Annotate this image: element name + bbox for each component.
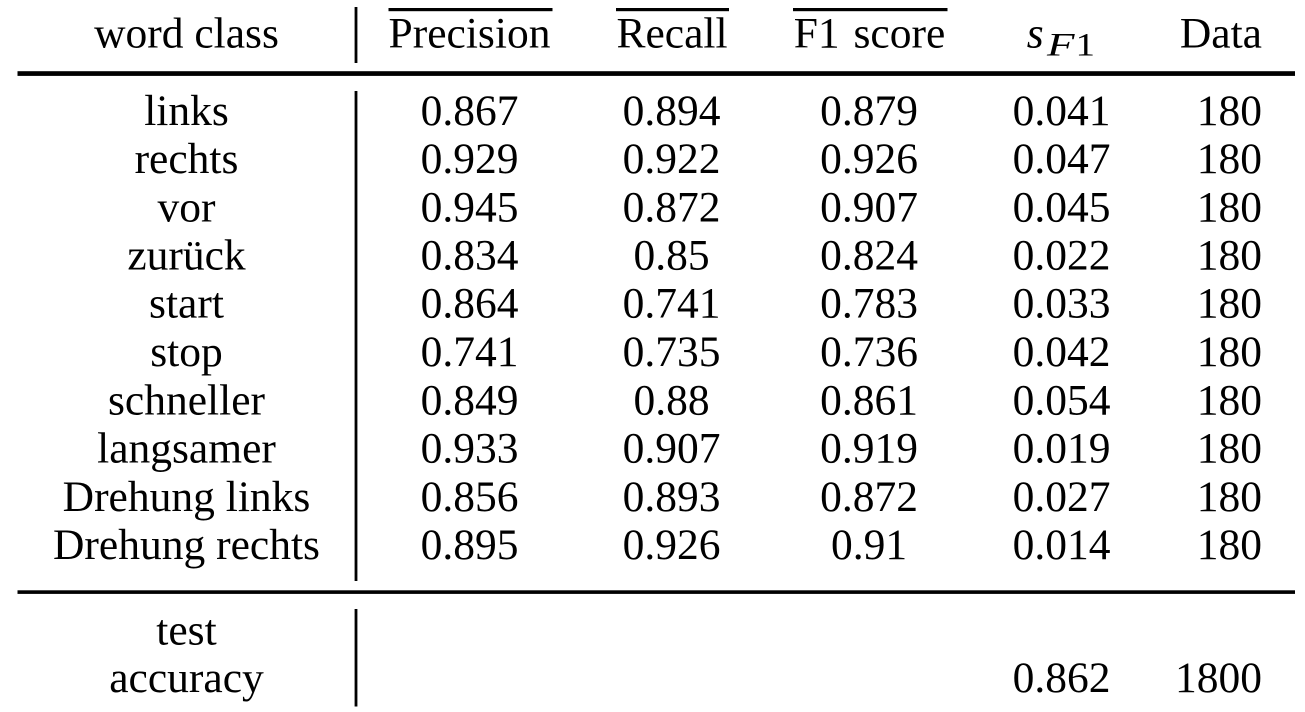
svg-text:0.919: 0.919 (820, 425, 918, 473)
svg-text:0.922: 0.922 (623, 135, 721, 183)
svg-text:180: 180 (1197, 425, 1262, 473)
svg-text:0.933: 0.933 (421, 425, 519, 473)
svg-text:0.047: 0.047 (1013, 135, 1111, 183)
svg-text:180: 180 (1197, 473, 1262, 521)
svg-text:0.783: 0.783 (820, 280, 918, 328)
svg-text:0.042: 0.042 (1013, 328, 1111, 376)
svg-text:0.027: 0.027 (1013, 473, 1111, 521)
svg-text:0.862: 0.862 (1013, 654, 1111, 702)
svg-text:0.895: 0.895 (421, 521, 519, 569)
svg-text:langsamer: langsamer (97, 425, 276, 473)
svg-text:Precision: Precision (389, 9, 551, 57)
svg-text:180: 180 (1197, 183, 1262, 231)
svg-text:word class: word class (94, 9, 279, 57)
svg-text:0.022: 0.022 (1013, 232, 1111, 280)
svg-text:0.907: 0.907 (820, 183, 918, 231)
svg-text:0.741: 0.741 (421, 328, 519, 376)
svg-text:0.872: 0.872 (623, 183, 721, 231)
svg-text:0.879: 0.879 (820, 87, 918, 135)
svg-text:0.893: 0.893 (623, 473, 721, 521)
svg-text:180: 180 (1197, 87, 1262, 135)
svg-text:0.735: 0.735 (623, 328, 721, 376)
svg-text:zurück: zurück (127, 232, 246, 280)
svg-text:0.824: 0.824 (820, 232, 918, 280)
svg-text:0.872: 0.872 (820, 473, 918, 521)
svg-text:1800: 1800 (1175, 654, 1262, 702)
svg-text:1: 1 (1076, 27, 1096, 63)
svg-text:accuracy: accuracy (109, 654, 264, 702)
svg-text:180: 180 (1197, 376, 1262, 424)
svg-text:0.033: 0.033 (1013, 280, 1111, 328)
svg-text:180: 180 (1197, 280, 1262, 328)
svg-text:0.929: 0.929 (421, 135, 519, 183)
svg-text:180: 180 (1197, 521, 1262, 569)
svg-text:0.867: 0.867 (421, 87, 519, 135)
svg-text:0.894: 0.894 (623, 87, 721, 135)
svg-text:Data: Data (1180, 9, 1262, 57)
svg-text:s: s (1027, 9, 1044, 57)
svg-text:0.91: 0.91 (831, 521, 907, 569)
svg-text:0.041: 0.041 (1013, 87, 1111, 135)
svg-text:0.861: 0.861 (820, 376, 918, 424)
svg-text:0.019: 0.019 (1013, 425, 1111, 473)
svg-text:0.736: 0.736 (820, 328, 918, 376)
svg-text:0.014: 0.014 (1013, 521, 1111, 569)
svg-text:vor: vor (158, 183, 217, 231)
svg-text:Recall: Recall (616, 9, 727, 57)
svg-text:0.856: 0.856 (421, 473, 519, 521)
svg-text:0.926: 0.926 (820, 135, 918, 183)
svg-text:links: links (144, 87, 229, 135)
svg-text:stop: stop (150, 328, 223, 376)
svg-text:0.849: 0.849 (421, 376, 519, 424)
svg-text:start: start (149, 280, 224, 328)
svg-text:F: F (1046, 27, 1076, 63)
svg-text:rechts: rechts (135, 135, 239, 183)
svg-text:0.85: 0.85 (633, 232, 709, 280)
svg-text:0.834: 0.834 (421, 232, 519, 280)
svg-text:180: 180 (1197, 135, 1262, 183)
svg-text:0.88: 0.88 (633, 376, 709, 424)
svg-text:0.054: 0.054 (1013, 376, 1111, 424)
svg-text:0.045: 0.045 (1013, 183, 1111, 231)
svg-text:Drehung rechts: Drehung rechts (53, 521, 320, 569)
svg-text:Drehung links: Drehung links (63, 473, 311, 521)
svg-text:0.945: 0.945 (421, 183, 519, 231)
svg-text:0.741: 0.741 (623, 280, 721, 328)
svg-text:test: test (156, 607, 216, 655)
svg-text:0.926: 0.926 (623, 521, 721, 569)
svg-text:0.907: 0.907 (623, 425, 721, 473)
svg-text:0.864: 0.864 (421, 280, 519, 328)
svg-text:schneller: schneller (108, 376, 266, 424)
svg-text:180: 180 (1197, 232, 1262, 280)
svg-text:180: 180 (1197, 328, 1262, 376)
svg-text:F1 score: F1 score (794, 9, 946, 57)
